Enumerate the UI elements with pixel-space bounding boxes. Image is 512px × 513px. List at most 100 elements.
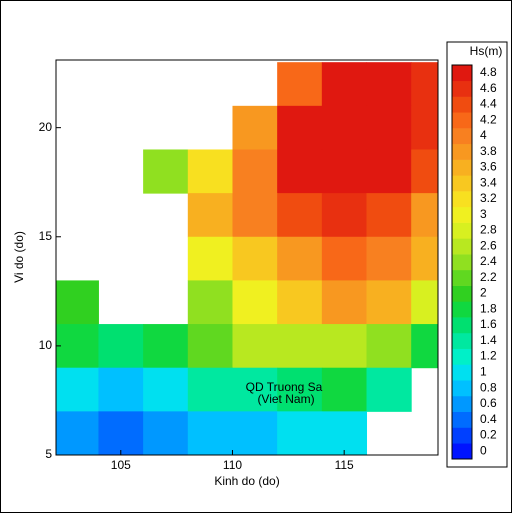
y-tick-label: 20 bbox=[39, 120, 53, 134]
field-cell bbox=[321, 149, 368, 194]
field-cell bbox=[56, 367, 99, 412]
field-cell bbox=[232, 324, 278, 369]
field-cell bbox=[187, 280, 233, 325]
field-cell bbox=[232, 236, 278, 281]
field-cell bbox=[277, 324, 323, 369]
colorbar-swatch bbox=[452, 128, 472, 145]
colorbar-tick-label: 3.2 bbox=[480, 191, 497, 205]
field-cell bbox=[277, 367, 323, 412]
colorbar-swatch bbox=[452, 427, 472, 444]
x-axis-label: Kinh do (do) bbox=[214, 474, 279, 488]
colorbar-tick-label: 4.2 bbox=[480, 112, 497, 126]
colorbar-swatch bbox=[452, 332, 472, 349]
colorbar-swatch bbox=[452, 175, 472, 192]
colorbar-tick-label: 4.6 bbox=[480, 81, 497, 95]
field-cell bbox=[321, 324, 368, 369]
colorbar-tick-label: 1 bbox=[480, 364, 487, 378]
field-cell bbox=[366, 324, 412, 369]
field-cell bbox=[232, 411, 278, 455]
y-tick-label: 10 bbox=[39, 338, 53, 352]
colorbar-swatch bbox=[452, 238, 472, 255]
field-cell bbox=[366, 62, 412, 107]
colorbar-tick-label: 2.6 bbox=[480, 238, 497, 252]
colorbar-swatch bbox=[452, 222, 472, 239]
field-cell bbox=[366, 149, 412, 194]
colorbar-swatch bbox=[452, 364, 472, 381]
field-cell bbox=[187, 149, 233, 194]
field-cell bbox=[366, 280, 412, 325]
x-tick-label: 115 bbox=[335, 458, 354, 472]
colorbar-tick-label: 4 bbox=[480, 128, 487, 142]
field-cell bbox=[232, 105, 278, 150]
field-cell bbox=[277, 62, 323, 107]
y-axis-label: Vi do (do) bbox=[12, 231, 26, 283]
field-cell bbox=[98, 411, 144, 455]
colorbar-swatch bbox=[452, 191, 472, 208]
field-cell bbox=[98, 324, 144, 369]
y-tick-label: 15 bbox=[39, 229, 53, 243]
colorbar-tick-label: 4.4 bbox=[480, 97, 497, 111]
annotation: QD Truong Sa bbox=[246, 380, 323, 394]
colorbar-swatch bbox=[452, 159, 472, 176]
field-cell bbox=[411, 105, 438, 150]
field-cell bbox=[277, 149, 323, 194]
colorbar-tick-label: 3.4 bbox=[480, 175, 497, 189]
field-cell bbox=[277, 236, 323, 281]
colorbar-tick-label: 0.4 bbox=[480, 412, 497, 426]
field bbox=[56, 62, 438, 455]
colorbar-swatch bbox=[452, 112, 472, 129]
colorbar-tick-label: 1.4 bbox=[480, 333, 497, 347]
colorbar-tick-label: 3.6 bbox=[480, 160, 497, 174]
colorbar-swatch bbox=[452, 301, 472, 318]
field-cell bbox=[411, 280, 438, 325]
field-cell bbox=[187, 411, 233, 455]
field-cell bbox=[366, 193, 412, 238]
colorbar-tick-label: 3.8 bbox=[480, 144, 497, 158]
field-cell bbox=[321, 62, 368, 107]
colorbar-swatch bbox=[452, 411, 472, 428]
colorbar-tick-label: 1.8 bbox=[480, 301, 497, 315]
field-cell bbox=[321, 367, 368, 412]
colorbar-box bbox=[446, 41, 508, 468]
colorbar-tick-label: 2.8 bbox=[480, 223, 497, 237]
colorbar-swatch bbox=[452, 380, 472, 397]
colorbar-label: Hs(m) bbox=[470, 44, 503, 58]
y-tick-label: 5 bbox=[45, 447, 52, 461]
field-cell bbox=[366, 105, 412, 150]
field-cell bbox=[187, 193, 233, 238]
colorbar-swatch bbox=[452, 443, 472, 460]
colorbar-swatch bbox=[452, 317, 472, 334]
colorbar-tick-label: 2.2 bbox=[480, 270, 497, 284]
field-cell bbox=[277, 105, 323, 150]
colorbar-swatch bbox=[452, 395, 472, 413]
field-cell bbox=[56, 280, 99, 325]
field-cell bbox=[143, 367, 189, 412]
colorbar-tick-label: 1.6 bbox=[480, 317, 497, 331]
field-cell bbox=[56, 324, 99, 369]
colorbar-tick-label: 0.6 bbox=[480, 396, 497, 410]
field-cell bbox=[411, 62, 438, 107]
field-cell bbox=[277, 280, 323, 325]
field-cell bbox=[411, 324, 438, 369]
colorbar-tick-label: 2 bbox=[480, 286, 487, 300]
field-cell bbox=[232, 280, 278, 325]
colorbar-swatch bbox=[452, 96, 472, 113]
field-cell bbox=[232, 193, 278, 238]
field-cell bbox=[187, 324, 233, 369]
field-cell bbox=[232, 367, 278, 412]
field-cell bbox=[321, 105, 368, 150]
colorbar-swatch bbox=[452, 65, 472, 82]
field-cell bbox=[411, 193, 438, 238]
field-cell bbox=[411, 236, 438, 281]
colorbar-swatch bbox=[452, 269, 472, 286]
colorbar-tick-label: 1.2 bbox=[480, 349, 497, 363]
x-tick-label: 105 bbox=[111, 458, 131, 472]
field-cell bbox=[187, 236, 233, 281]
field-cell bbox=[232, 149, 278, 194]
colorbar-swatch bbox=[452, 143, 472, 160]
field-cell bbox=[143, 149, 189, 194]
colorbar-swatch bbox=[452, 206, 472, 223]
field-cell bbox=[321, 193, 368, 238]
